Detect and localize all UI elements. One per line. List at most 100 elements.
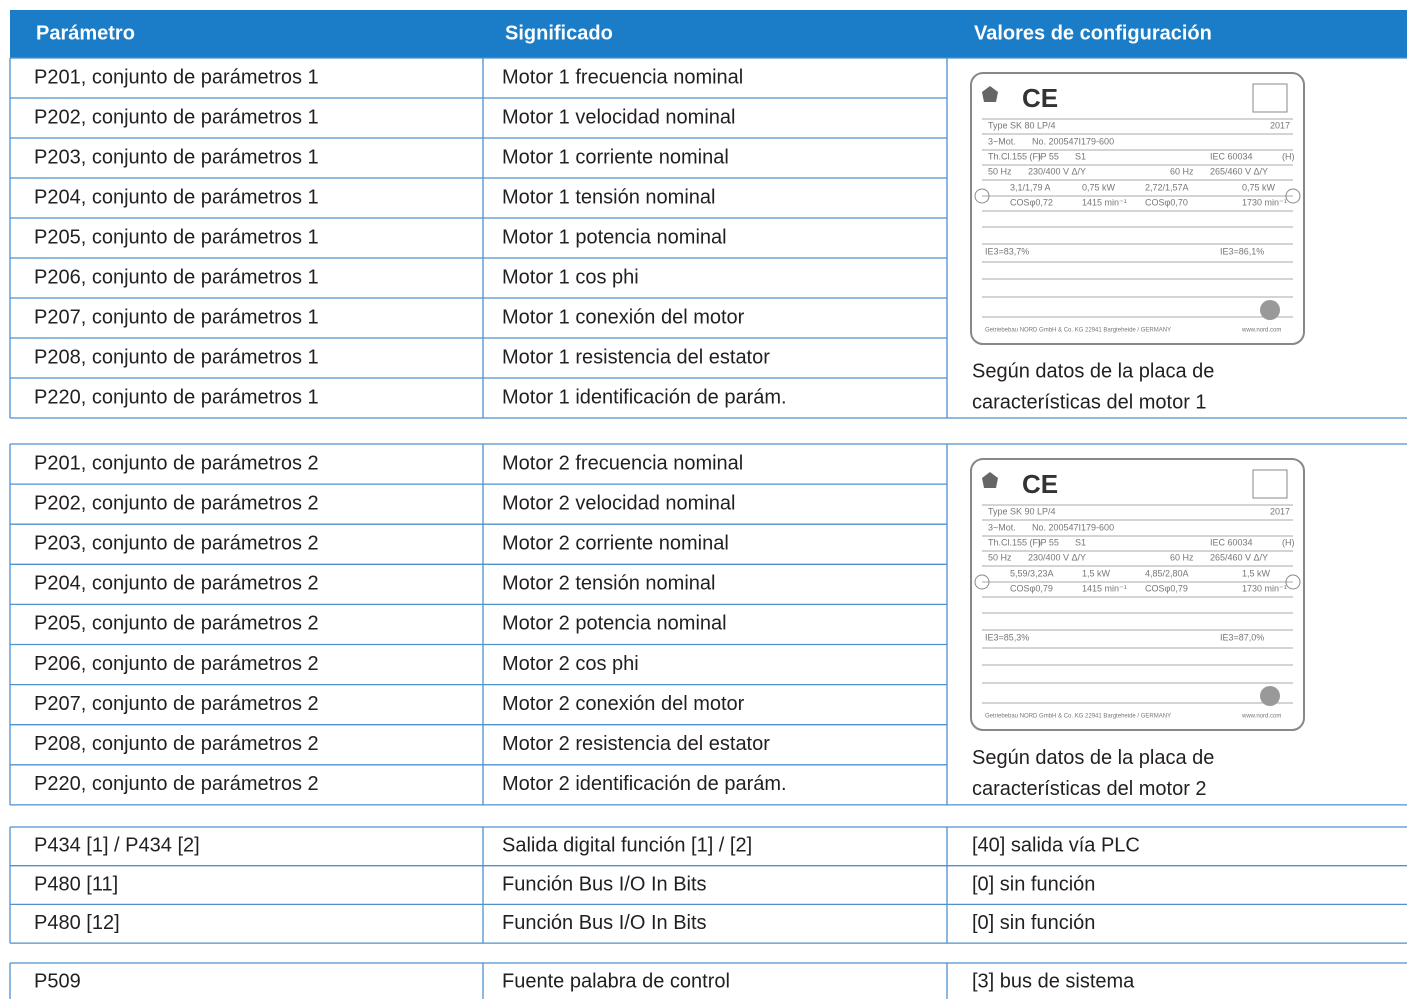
cell-text: Motor 1 conexión del motor — [502, 306, 745, 328]
plate-logo — [982, 86, 998, 102]
cell-text: Según datos de la placa de — [972, 747, 1214, 769]
cell-text: Motor 1 velocidad nominal — [502, 106, 735, 128]
plate-text: 5,59/3,23A — [1010, 568, 1054, 578]
nameplate: CE Type SK 90 LP/4 2017 3~Mot. No. 200547I17… — [970, 458, 1305, 731]
plate-box — [1252, 469, 1288, 499]
cell-text: [0] sin función — [972, 873, 1095, 895]
cell-text: P203, conjunto de parámetros 1 — [34, 146, 319, 168]
cell-text: P207, conjunto de parámetros 1 — [34, 306, 319, 328]
cell-text: Motor 2 cos phi — [502, 653, 639, 675]
plate-logo — [982, 472, 998, 488]
plate-text: 50 Hz — [988, 166, 1012, 176]
plate-text: No. 200547I179-600 — [1032, 136, 1114, 146]
cell-text: Salida digital función [1] / [2] — [502, 835, 752, 857]
cell-text: Motor 2 identificación de parám. — [502, 773, 787, 795]
plate-text: 2017 — [1270, 506, 1290, 516]
plate-hole — [1285, 188, 1301, 204]
cell-text: P207, conjunto de parámetros 2 — [34, 693, 319, 715]
plate-text: Type SK 90 LP/4 — [988, 506, 1056, 516]
cell-text: características del motor 2 — [972, 778, 1207, 800]
plate-hole — [974, 574, 990, 590]
plate-text: Getriebebau NORD GmbH & Co. KG 22941 Bar… — [985, 328, 1171, 334]
plate-text: Th.Cl.155 (F) — [988, 537, 1041, 547]
plate-text: CE — [1022, 469, 1058, 499]
cell-text: Motor 2 frecuencia nominal — [502, 452, 743, 474]
plate-text: 2017 — [1270, 120, 1290, 130]
plate-border — [970, 72, 1305, 345]
cell-text: P208, conjunto de parámetros 1 — [34, 346, 319, 368]
cell-text: Motor 1 potencia nominal — [502, 226, 727, 248]
cell-text: P204, conjunto de parámetros 1 — [34, 186, 319, 208]
plate-text: 1,5 kW — [1082, 568, 1111, 578]
cell-text: Motor 1 resistencia del estator — [502, 346, 770, 368]
cell-text: Motor 1 cos phi — [502, 266, 639, 288]
cell-text: P220, conjunto de parámetros 2 — [34, 773, 319, 795]
cell-text: P201, conjunto de parámetros 1 — [34, 66, 319, 88]
cell-text: Función Bus I/O In Bits — [502, 873, 707, 895]
cell-text: Motor 1 frecuencia nominal — [502, 66, 743, 88]
plate-text: IP 55 — [1038, 537, 1059, 547]
plate-hole — [974, 188, 990, 204]
cell-text: P205, conjunto de parámetros 2 — [34, 613, 319, 635]
plate-text: IE3=86,1% — [1220, 246, 1264, 256]
plate-border — [970, 458, 1305, 731]
plate-text: 0,75 kW — [1242, 182, 1276, 192]
plate-text: IE3=87,0% — [1220, 632, 1264, 642]
plate-text: COSφ0,72 — [1010, 197, 1053, 207]
plate-text: 3~Mot. — [988, 522, 1016, 532]
header-cell: Parámetro — [36, 22, 135, 44]
plate-text: S1 — [1075, 151, 1086, 161]
cell-text: Fuente palabra de control — [502, 970, 730, 992]
cell-text: P206, conjunto de parámetros 1 — [34, 266, 319, 288]
plate-seal — [1260, 300, 1280, 320]
plate-text: 265/460 V Δ/Y — [1210, 166, 1268, 176]
plate-text: 230/400 V Δ/Y — [1028, 166, 1086, 176]
cell-text: [3] bus de sistema — [972, 970, 1135, 992]
cell-text: P203, conjunto de parámetros 2 — [34, 533, 319, 555]
cell-text: P206, conjunto de parámetros 2 — [34, 653, 319, 675]
header-cell: Valores de configuración — [974, 22, 1212, 44]
cell-text: Motor 1 corriente nominal — [502, 146, 729, 168]
cell-text: P509 — [34, 970, 81, 992]
plate-text: 1730 min⁻¹ — [1242, 583, 1287, 593]
plate-text: www.nord.com — [1241, 714, 1281, 720]
plate-hole — [1285, 574, 1301, 590]
plate-text: IE3=85,3% — [985, 632, 1029, 642]
cell-text: Motor 2 tensión nominal — [502, 573, 715, 595]
cell-text: características del motor 1 — [972, 391, 1207, 413]
cell-text: P220, conjunto de parámetros 1 — [34, 386, 319, 408]
plate-text: COSφ0,70 — [1145, 197, 1188, 207]
cell-text: Motor 1 tensión nominal — [502, 186, 715, 208]
plate-text: www.nord.com — [1241, 328, 1281, 334]
plate-text: 3~Mot. — [988, 136, 1016, 146]
cell-text: P434 [1] / P434 [2] — [34, 835, 200, 857]
cell-text: P480 [12] — [34, 912, 120, 934]
plate-text: COSφ0,79 — [1145, 583, 1188, 593]
plate-text: 1,5 kW — [1242, 568, 1271, 578]
cell-text: [40] salida vía PLC — [972, 835, 1140, 857]
plate-seal — [1260, 686, 1280, 706]
cell-text: Motor 2 conexión del motor — [502, 693, 745, 715]
plate-text: 4,85/2,80A — [1145, 568, 1189, 578]
plate-text: (H) — [1282, 151, 1295, 161]
nameplate: CE Type SK 80 LP/4 2017 3~Mot. No. 200547I17… — [970, 72, 1305, 345]
cell-text: Función Bus I/O In Bits — [502, 912, 707, 934]
plate-text: Th.Cl.155 (F) — [988, 151, 1041, 161]
plate-text: Getriebebau NORD GmbH & Co. KG 22941 Bar… — [985, 714, 1171, 720]
plate-text: 1730 min⁻¹ — [1242, 197, 1287, 207]
cell-text: P480 [11] — [34, 873, 118, 895]
cell-text: P208, conjunto de parámetros 2 — [34, 733, 319, 755]
plate-text: No. 200547I179-600 — [1032, 522, 1114, 532]
plate-text: 265/460 V Δ/Y — [1210, 552, 1268, 562]
plate-text: (H) — [1282, 537, 1295, 547]
plate-text: IE3=83,7% — [985, 246, 1029, 256]
cell-text: Motor 1 identificación de parám. — [502, 386, 787, 408]
plate-text: 60 Hz — [1170, 166, 1194, 176]
plate-text: CE — [1022, 83, 1058, 113]
cell-text: Motor 2 corriente nominal — [502, 533, 729, 555]
cell-text: P204, conjunto de parámetros 2 — [34, 573, 319, 595]
plate-text: S1 — [1075, 537, 1086, 547]
plate-text: 50 Hz — [988, 552, 1012, 562]
cell-text: P201, conjunto de parámetros 2 — [34, 452, 319, 474]
